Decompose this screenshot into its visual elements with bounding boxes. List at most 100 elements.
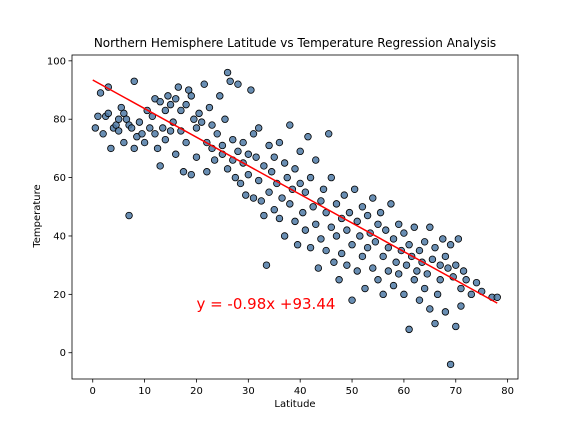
data-point: [127, 124, 136, 132]
data-point: [433, 290, 442, 299]
data-point: [164, 92, 172, 100]
data-point: [252, 153, 260, 161]
data-point: [332, 232, 341, 240]
x-tick-label: 30: [242, 386, 255, 397]
data-point: [192, 153, 201, 161]
data-point: [350, 185, 359, 193]
y-tick-label: 100: [47, 56, 66, 67]
x-tick-label: 10: [138, 386, 151, 397]
data-point: [348, 241, 356, 249]
plot-frame: [71, 54, 519, 380]
x-tick-label: 50: [346, 386, 359, 397]
data-point: [291, 217, 299, 226]
data-point: [423, 270, 431, 278]
data-point: [286, 121, 294, 129]
data-point: [208, 121, 216, 129]
data-point: [459, 267, 468, 275]
data-point: [454, 235, 463, 243]
data-point: [369, 194, 377, 202]
data-point: [166, 100, 175, 109]
data-point: [161, 106, 170, 115]
data-point: [195, 109, 203, 118]
x-tick-label: 80: [501, 386, 514, 397]
data-point: [358, 203, 367, 211]
data-point: [280, 159, 289, 167]
data-point: [441, 308, 450, 316]
data-point: [182, 100, 190, 109]
data-point: [254, 124, 263, 132]
data-point: [452, 261, 460, 269]
data-point: [353, 217, 361, 226]
data-point: [267, 168, 276, 176]
data-point: [312, 156, 320, 164]
data-point: [441, 252, 450, 261]
data-point: [389, 235, 398, 243]
data-point: [363, 243, 372, 252]
data-point: [104, 109, 113, 118]
data-point: [203, 168, 211, 176]
data-point: [387, 200, 395, 208]
data-point: [337, 249, 346, 258]
y-tick-label: 60: [53, 173, 66, 184]
data-point: [467, 290, 476, 299]
data-point: [270, 206, 278, 214]
data-point: [135, 118, 144, 126]
data-point: [382, 226, 390, 234]
data-point: [374, 276, 382, 284]
data-point: [436, 276, 444, 284]
x-tick-label: 60: [398, 386, 411, 397]
data-point: [410, 223, 418, 231]
x-tick-label: 40: [294, 386, 307, 397]
data-point: [262, 261, 271, 269]
data-point: [395, 220, 403, 228]
data-point: [309, 203, 317, 211]
data-point: [374, 220, 382, 228]
data-point: [306, 243, 315, 252]
data-point: [446, 241, 455, 249]
data-point: [151, 130, 159, 138]
data-point: [353, 267, 361, 275]
data-point: [91, 124, 100, 132]
y-tick-label: 80: [53, 115, 66, 126]
data-point: [436, 261, 444, 269]
data-point: [283, 173, 291, 182]
data-point: [356, 232, 364, 240]
data-point: [415, 246, 424, 255]
data-point: [205, 103, 214, 112]
data-point: [420, 284, 429, 293]
data-point: [213, 130, 221, 138]
data-point: [361, 284, 369, 293]
data-point: [317, 235, 325, 243]
data-point: [114, 115, 123, 123]
data-point: [343, 226, 351, 234]
data-point: [301, 188, 310, 196]
data-point: [413, 267, 421, 275]
x-axis-label: Latitude: [274, 399, 315, 410]
data-point: [343, 261, 351, 269]
data-point: [120, 138, 128, 147]
data-point: [405, 325, 413, 334]
data-point: [301, 226, 310, 234]
data-point: [260, 162, 268, 170]
data-point: [369, 264, 377, 272]
data-point: [296, 147, 304, 156]
data-point: [242, 191, 250, 199]
data-point: [402, 261, 411, 269]
data-point: [197, 118, 206, 126]
data-point: [221, 115, 229, 123]
data-point: [410, 276, 418, 284]
data-point: [153, 144, 162, 153]
data-point: [244, 170, 253, 179]
data-point: [172, 95, 180, 103]
data-point: [340, 191, 348, 199]
plot-area: 0 10 20 30 40 50 60 70 80 0 20 40 60 80 100 y = -0.98x …: [47, 54, 519, 397]
regression-equation: y = -0.98x +93.44: [196, 295, 335, 313]
data-point: [107, 144, 115, 153]
data-point: [345, 208, 354, 217]
data-point: [299, 208, 307, 217]
data-point: [426, 223, 434, 231]
data-point: [327, 223, 336, 231]
data-point: [182, 138, 190, 147]
data-point: [431, 319, 439, 328]
